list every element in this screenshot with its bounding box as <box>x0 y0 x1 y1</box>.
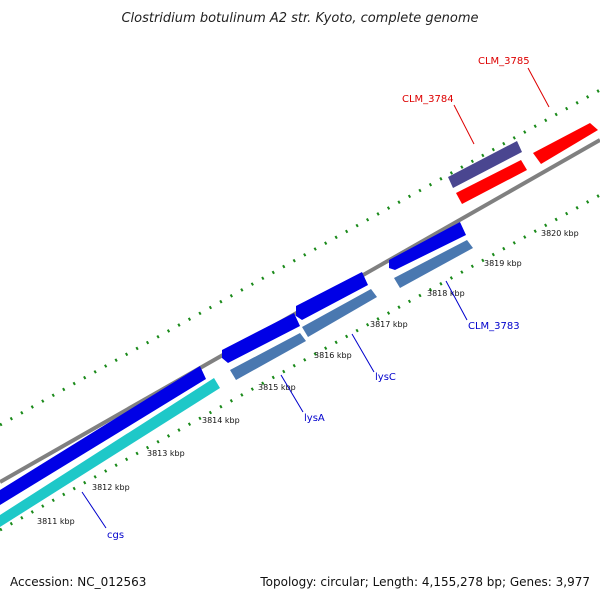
tick-label: 3820 kbp <box>541 229 579 238</box>
map-title: Clostridium botulinum A2 str. Kyoto, com… <box>121 11 478 26</box>
inner-tick-track <box>0 193 600 532</box>
callout-lysc <box>351 333 375 373</box>
tick-label: 3819 kbp <box>484 259 522 268</box>
outer-tick-track <box>0 88 600 427</box>
callout-lysa <box>280 374 304 413</box>
tick-label: 3811 kbp <box>37 517 75 526</box>
gene-clm3784-red[interactable] <box>456 160 527 204</box>
gene-forward-blue-2[interactable] <box>296 272 368 320</box>
gene-forward-blue-1[interactable] <box>389 222 466 270</box>
tick-label: 3814 kbp <box>202 416 240 425</box>
callout-clm3783 <box>445 280 468 321</box>
tick-label: 3812 kbp <box>92 483 130 492</box>
tick-label: 3817 kbp <box>370 320 408 329</box>
tick-label: 3818 kbp <box>427 289 465 298</box>
tick-label: 3815 kbp <box>258 383 296 392</box>
gene-label-clm3784: CLM_3784 <box>402 94 454 105</box>
genome-summary-text: Topology: circular; Length: 4,155,278 bp… <box>259 575 590 589</box>
callout-clm3784 <box>453 104 475 145</box>
gene-reverse-cyan[interactable] <box>0 378 220 527</box>
gene-reverse-steel-1[interactable] <box>394 240 473 288</box>
tick-label: 3813 kbp <box>147 449 185 458</box>
gene-reverse-steel-2[interactable] <box>302 289 377 337</box>
gene-forward-blue-long[interactable] <box>0 366 206 505</box>
gene-label-lysc: lysC <box>375 372 396 383</box>
callout-cgs <box>81 491 107 529</box>
gene-clm3784-slate[interactable] <box>448 141 522 188</box>
gene-reverse-steel-3[interactable] <box>230 333 306 380</box>
gene-forward-blue-3[interactable] <box>222 313 300 363</box>
gene-clm3785[interactable] <box>533 123 598 164</box>
callout-clm3785 <box>527 67 550 108</box>
gene-label-lysa: lysA <box>304 413 325 424</box>
tick-label: 3816 kbp <box>314 351 352 360</box>
gene-label-clm3785: CLM_3785 <box>478 56 530 67</box>
accession-text: Accession: NC_012563 <box>10 575 146 589</box>
gene-label-clm3783: CLM_3783 <box>468 321 520 332</box>
gene-label-cgs: cgs <box>107 530 124 541</box>
